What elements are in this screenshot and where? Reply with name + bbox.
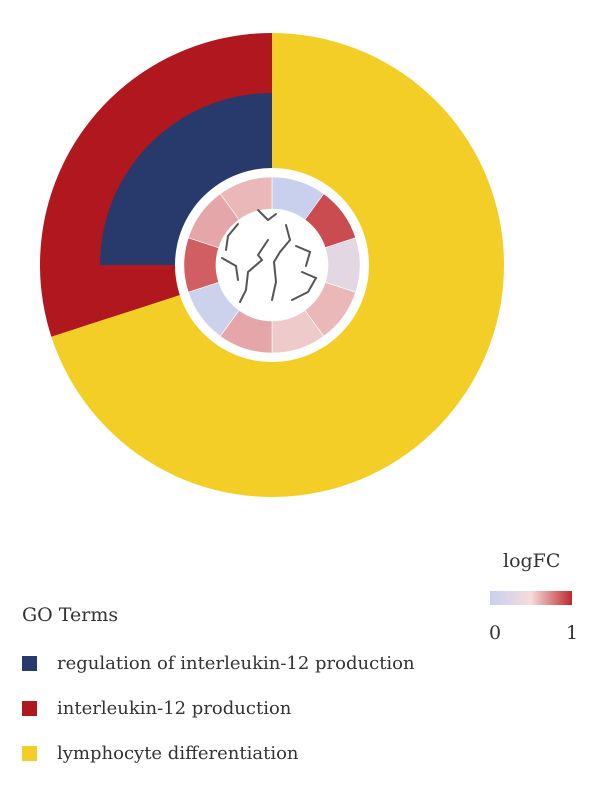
dendrogram	[221, 209, 318, 303]
inner-logfc-ring	[175, 168, 369, 362]
logfc-max-label: 1	[566, 622, 579, 644]
legend-item-reg-il12: regulation of interleukin-12 production	[22, 652, 415, 674]
legend-label: lymphocyte differentiation	[57, 742, 299, 764]
legend-label: interleukin-12 production	[57, 697, 292, 719]
dendrogram-branch	[239, 239, 269, 303]
dendrogram-branch	[257, 209, 277, 222]
legend-item-il12: interleukin-12 production	[22, 697, 291, 719]
dendrogram-branch	[221, 257, 239, 281]
dendrogram-branch	[295, 245, 312, 267]
legend-label: regulation of interleukin-12 production	[57, 652, 415, 674]
go-circle-chart	[39, 33, 504, 497]
inner-segment	[219, 176, 273, 221]
logfc-gradient-bar	[490, 591, 572, 605]
go-terms-title: GO Terms	[22, 604, 119, 626]
dendrogram-branch	[225, 223, 239, 251]
legend-swatch	[22, 745, 37, 761]
legend-swatch	[22, 700, 37, 716]
logfc-title: logFC	[503, 550, 561, 572]
dendrogram-branch	[291, 271, 318, 301]
legend-swatch	[22, 655, 37, 671]
legend-item-lymph: lymphocyte differentiation	[22, 742, 299, 764]
logfc-min-label: 0	[489, 622, 502, 644]
dendrogram-branch	[271, 224, 292, 301]
